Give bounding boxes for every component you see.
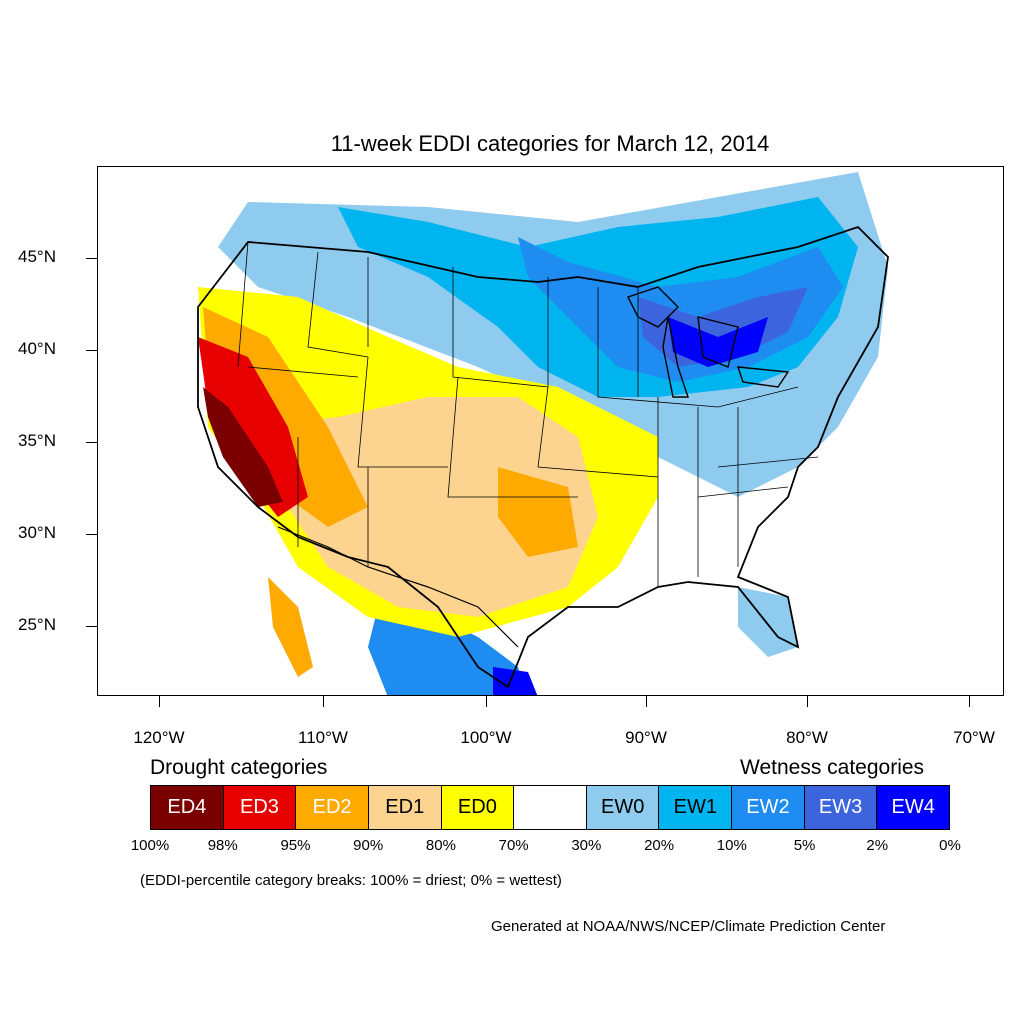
lon-tick	[486, 696, 487, 707]
wet-region-gulf-ew4	[493, 667, 538, 695]
credit-line: Generated at NOAA/NWS/NCEP/Climate Predi…	[491, 918, 886, 935]
legend-box-ed3: ED3	[223, 786, 297, 829]
map-title: 11-week EDDI categories for March 12, 20…	[330, 131, 770, 156]
legend-box-normal	[514, 786, 587, 829]
drought-categories-heading: Drought categories	[150, 756, 328, 779]
percentile-label: 20%	[644, 837, 675, 854]
dry-region-ed4	[203, 387, 283, 507]
percentile-label: 2%	[866, 837, 889, 854]
lon-label-70: 70°W	[953, 728, 995, 747]
lat-label-30: 30°N	[18, 523, 56, 542]
legend-box-ew1: EW1	[659, 786, 733, 829]
lat-tick	[86, 442, 97, 443]
wet-region-ew2	[518, 237, 843, 382]
percentile-label: 30%	[571, 837, 602, 854]
lon-label-120: 120°W	[133, 728, 185, 747]
percentile-label: 5%	[793, 837, 816, 854]
state-lines	[237, 241, 819, 587]
mexico-border	[277, 526, 519, 648]
lat-tick	[86, 626, 97, 627]
lat-label-35: 35°N	[18, 431, 56, 450]
dry-region-ed2-plains	[498, 467, 578, 557]
lon-label-100: 100°W	[460, 728, 512, 747]
percentile-label: 98%	[207, 837, 238, 854]
lon-tick	[323, 696, 324, 707]
category-breaks-note: (EDDI-percentile category breaks: 100% =…	[140, 872, 562, 889]
category-legend: ED4 ED3 ED2 ED1 ED0 EW0 EW1 EW2 EW3 EW4	[150, 785, 950, 830]
percentile-label: 70%	[498, 837, 529, 854]
lon-tick	[969, 696, 970, 707]
legend-box-ed2: ED2	[296, 786, 369, 829]
dry-region-ed2-baja	[268, 577, 313, 677]
percentile-label: 90%	[353, 837, 384, 854]
eddi-map-canvas	[197, 172, 889, 695]
lon-label-110: 110°W	[298, 728, 348, 747]
great-lakes	[627, 286, 790, 398]
dry-region-ed1	[258, 397, 598, 617]
wet-region-ew4	[668, 317, 768, 367]
lon-tick	[646, 696, 647, 707]
legend-box-ed1: ED1	[368, 786, 442, 829]
legend-box-ed4: ED4	[151, 786, 224, 829]
lat-label-40: 40°N	[18, 339, 56, 358]
dry-region-ed3	[198, 337, 308, 517]
lat-tick	[86, 350, 97, 351]
legend-box-ed0: ED0	[441, 786, 515, 829]
eddi-map	[97, 166, 1004, 696]
lon-label-80: 80°W	[786, 728, 828, 747]
lat-label-45: 45°N	[18, 247, 56, 266]
lat-tick	[86, 534, 97, 535]
percentile-label: 10%	[716, 837, 747, 854]
lon-label-90: 90°W	[625, 728, 667, 747]
legend-box-ew2: EW2	[732, 786, 805, 829]
legend-box-ew4: EW4	[877, 786, 950, 829]
percentile-label: 80%	[425, 837, 456, 854]
lon-tick	[807, 696, 808, 707]
lat-label-25: 25°N	[18, 615, 56, 634]
wetness-categories-heading: Wetness categories	[740, 756, 925, 779]
percentile-label: 100%	[130, 837, 170, 854]
percentile-label: 95%	[280, 837, 311, 854]
legend-box-ew3: EW3	[804, 786, 878, 829]
lat-tick	[86, 258, 97, 259]
legend-box-ew0: EW0	[586, 786, 660, 829]
lon-tick	[159, 696, 160, 707]
percentile-label: 0%	[939, 837, 961, 854]
